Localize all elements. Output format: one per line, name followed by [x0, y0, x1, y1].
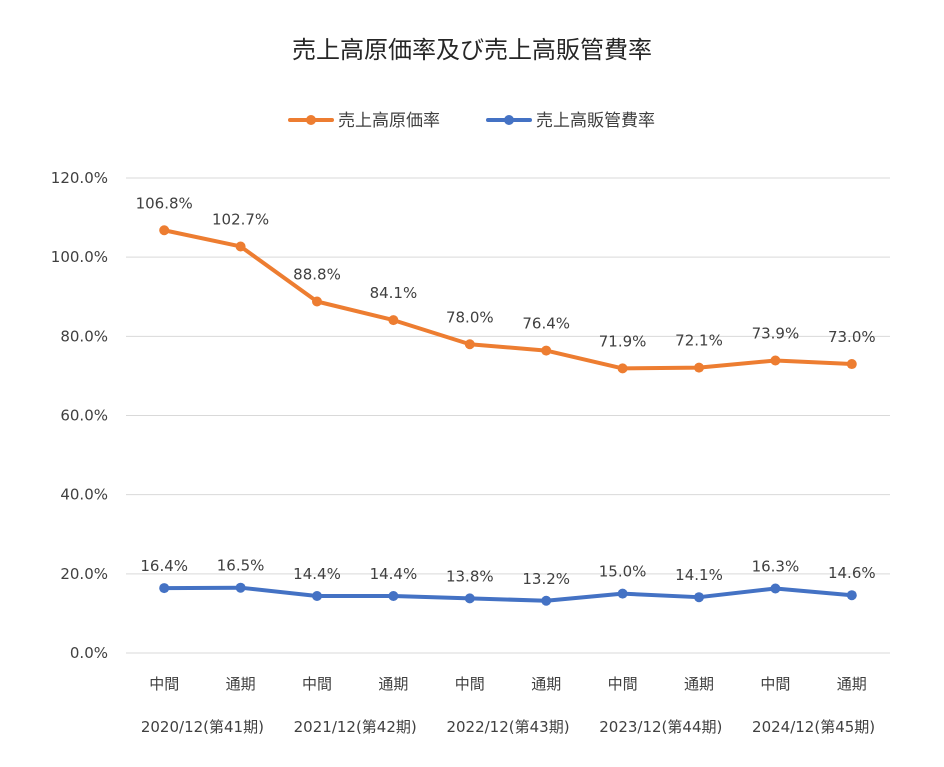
data-label: 14.6%	[828, 564, 876, 582]
data-label: 71.9%	[599, 332, 647, 350]
x-axis: 中間 通期 中間 通期 中間 通期 中間 通期 中間 通期 2020/12(第41期) 2021/12…	[141, 675, 875, 736]
data-point	[464, 339, 475, 350]
legend-marker	[306, 115, 316, 125]
y-tick-label: 0.0%	[70, 644, 108, 662]
series-line	[162, 585, 854, 603]
data-point	[846, 359, 857, 370]
data-point	[617, 363, 628, 374]
gridlines	[126, 177, 890, 654]
data-point	[235, 241, 246, 252]
data-label: 78.0%	[446, 308, 494, 326]
x-tick-label: 通期	[531, 675, 561, 693]
y-tick-label: 80.0%	[60, 327, 108, 345]
series-2: 16.4% 16.5% 14.4% 14.4% 13.8% 13.2% 15.0% 14.1%…	[140, 557, 876, 606]
data-point	[541, 345, 552, 356]
x-group-label: 2022/12(第43期)	[446, 718, 569, 736]
data-label: 88.8%	[293, 266, 341, 284]
series-line	[162, 228, 854, 371]
data-point	[464, 593, 475, 604]
data-label: 14.4%	[293, 565, 341, 583]
data-label: 14.4%	[370, 565, 418, 583]
y-tick-label: 60.0%	[60, 407, 108, 425]
x-tick-label: 中間	[760, 675, 790, 693]
data-label: 14.1%	[675, 566, 723, 584]
series-group: 106.8% 102.7% 88.8% 84.1% 78.0% 76.4% 71.9% 72.…	[136, 194, 876, 606]
data-point	[770, 355, 781, 366]
data-label: 13.2%	[522, 570, 570, 588]
data-point	[159, 225, 170, 236]
data-label: 102.7%	[212, 210, 269, 228]
data-point	[617, 588, 628, 599]
x-tick-label: 通期	[378, 675, 408, 693]
y-tick-label: 120.0%	[51, 169, 108, 187]
data-label: 106.8%	[136, 194, 193, 212]
series-1: 106.8% 102.7% 88.8% 84.1% 78.0% 76.4% 71.9% 72.…	[136, 194, 876, 374]
data-point	[159, 583, 170, 594]
x-tick-label: 中間	[455, 675, 485, 693]
y-tick-label: 40.0%	[60, 486, 108, 504]
data-label: 72.1%	[675, 332, 723, 350]
data-point	[694, 362, 704, 373]
data-point	[388, 315, 399, 326]
x-tick-label: 通期	[837, 675, 867, 693]
data-point	[541, 595, 552, 606]
data-label: 73.9%	[752, 324, 800, 342]
data-point	[694, 592, 704, 603]
data-label: 16.4%	[140, 557, 188, 575]
x-tick-label: 通期	[226, 675, 256, 693]
data-point	[388, 591, 399, 601]
x-tick-label: 中間	[149, 675, 179, 693]
data-label: 73.0%	[828, 328, 876, 346]
x-group-label: 2021/12(第42期)	[294, 718, 417, 736]
data-point	[312, 296, 322, 307]
data-point	[846, 590, 857, 601]
data-label: 13.8%	[446, 567, 494, 585]
y-tick-label: 100.0%	[51, 248, 108, 266]
data-label: 76.4%	[522, 315, 570, 333]
x-tick-label: 通期	[684, 675, 714, 693]
x-group-label: 2023/12(第44期)	[599, 718, 722, 736]
x-group-label: 2024/12(第45期)	[752, 718, 875, 736]
data-label: 84.1%	[370, 284, 418, 302]
y-axis: 0.0% 20.0% 40.0% 60.0% 80.0% 100.0% 120.0%	[51, 169, 108, 662]
legend-label: 売上高原価率	[338, 111, 440, 131]
legend-label: 売上高販管費率	[536, 111, 655, 131]
data-label: 15.0%	[599, 563, 647, 581]
data-point	[770, 583, 781, 594]
data-point	[312, 591, 322, 601]
x-tick-label: 中間	[608, 675, 638, 693]
data-label: 16.5%	[217, 557, 265, 575]
x-tick-label: 中間	[302, 675, 332, 693]
y-tick-label: 20.0%	[60, 565, 108, 583]
data-point	[235, 582, 246, 593]
x-group-label: 2020/12(第41期)	[141, 718, 264, 736]
legend: 売上高原価率 売上高販管費率	[288, 111, 655, 131]
chart-title: 売上高原価率及び売上高販管費率	[292, 36, 652, 64]
data-label: 16.3%	[752, 557, 800, 575]
legend-marker	[504, 115, 514, 125]
